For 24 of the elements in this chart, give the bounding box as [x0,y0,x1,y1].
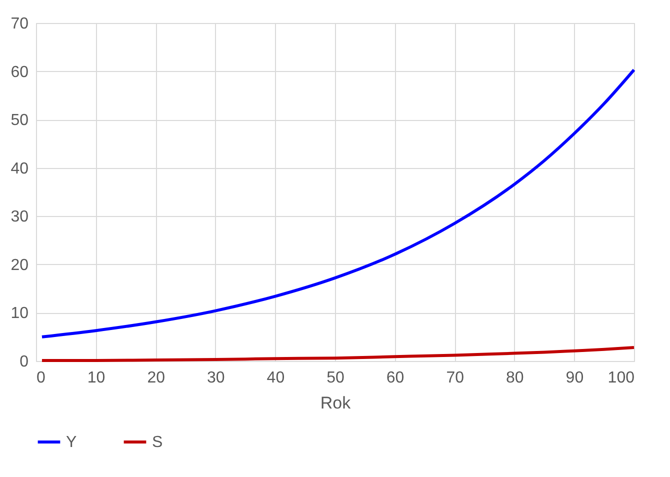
y-tick-label: 60 [10,64,29,81]
legend-label: Y [66,434,77,451]
y-tick-label: 70 [10,16,29,32]
x-tick-label: 60 [386,370,404,386]
y-tick-label: 0 [20,354,29,370]
x-tick-label: 10 [87,370,106,386]
y-tick-label: 30 [10,208,29,226]
x-tick-label: 30 [207,370,225,386]
x-tick-label: 70 [446,370,464,386]
y-tick-label: 10 [10,305,29,322]
y-tick-label: 40 [10,160,29,178]
x-axis-title: Rok [320,394,352,412]
y-tick-label: 50 [10,112,29,130]
x-tick-label: 90 [566,370,584,386]
x-tick-label: 20 [147,370,166,386]
x-tick-label: 100 [608,370,635,386]
x-tick-label: 40 [266,370,285,386]
x-tick-label: 80 [506,370,524,386]
line-series [40,346,636,362]
y-tick-label: 20 [10,256,29,274]
legend-label: S [152,434,163,451]
x-tick-label: 50 [326,370,344,386]
x-tick-label: 0 [36,370,46,386]
line-series [40,68,636,338]
